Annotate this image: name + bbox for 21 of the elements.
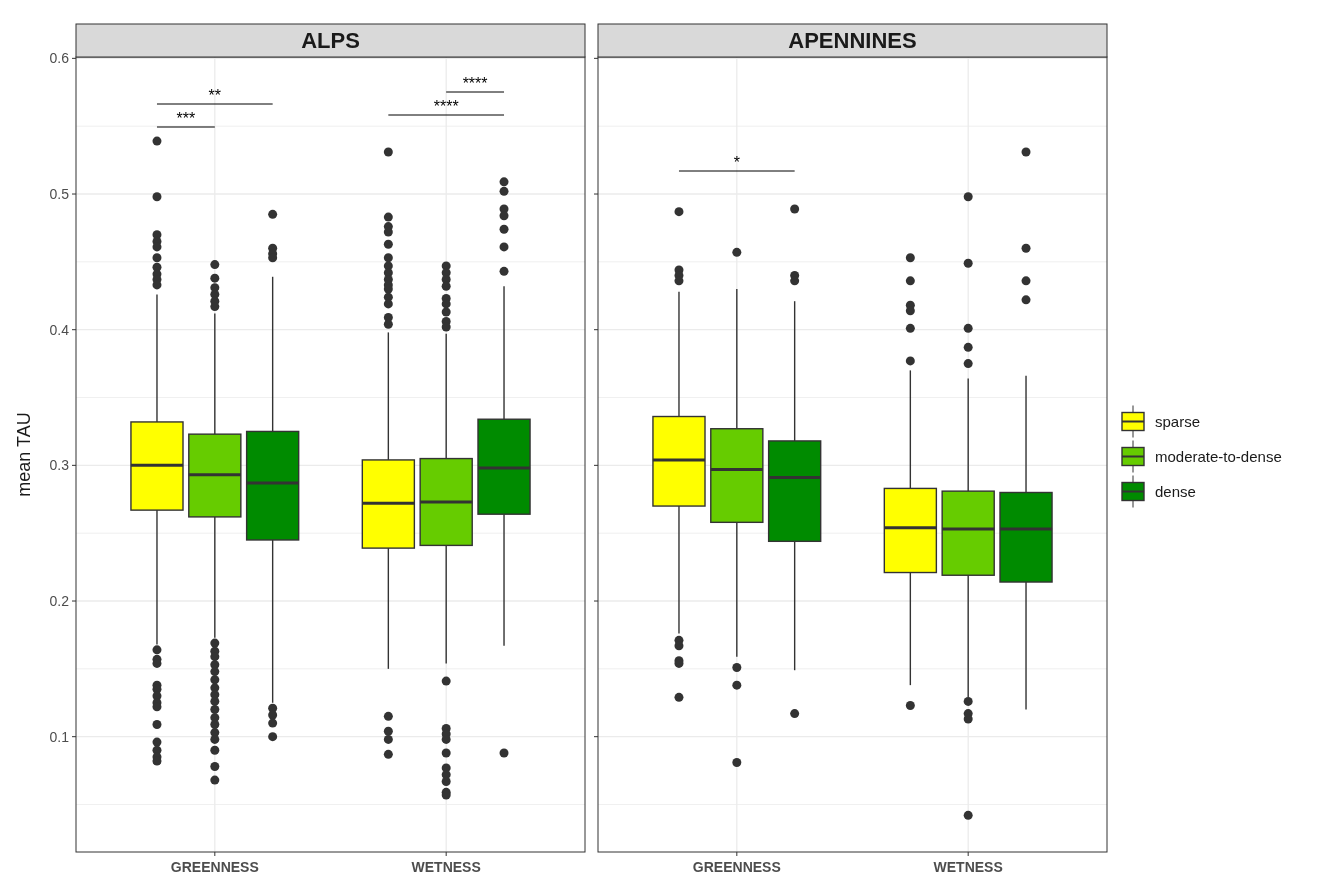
y-tick-label: 0.4 xyxy=(49,321,70,338)
y-tick-label: 0.1 xyxy=(49,728,70,745)
x-tick-label: WETNESS xyxy=(411,859,481,875)
x-tick-label: GREENNESS xyxy=(170,859,259,875)
annotation: **** xyxy=(462,75,488,92)
y-tick-label: 0.6 xyxy=(49,50,70,67)
annotation: ** xyxy=(208,87,222,104)
legend-label: dense xyxy=(1155,482,1196,500)
chart-title: APENNINES xyxy=(788,28,917,54)
x-tick-label: WETNESS xyxy=(933,859,1003,875)
annotation: *** xyxy=(176,110,196,127)
legend-label: sparse xyxy=(1155,412,1201,430)
y-tick-label: 0.3 xyxy=(49,457,70,474)
y-axis-title: mean TAU xyxy=(14,412,34,497)
annotation: **** xyxy=(433,98,459,115)
x-tick-label: GREENNESS xyxy=(692,859,781,875)
y-tick-label: 0.5 xyxy=(49,185,70,202)
annotation: * xyxy=(733,154,740,171)
y-tick-label: 0.2 xyxy=(49,592,70,609)
chart-title: ALPS xyxy=(301,28,360,54)
legend-label: moderate-to-dense xyxy=(1155,447,1282,465)
